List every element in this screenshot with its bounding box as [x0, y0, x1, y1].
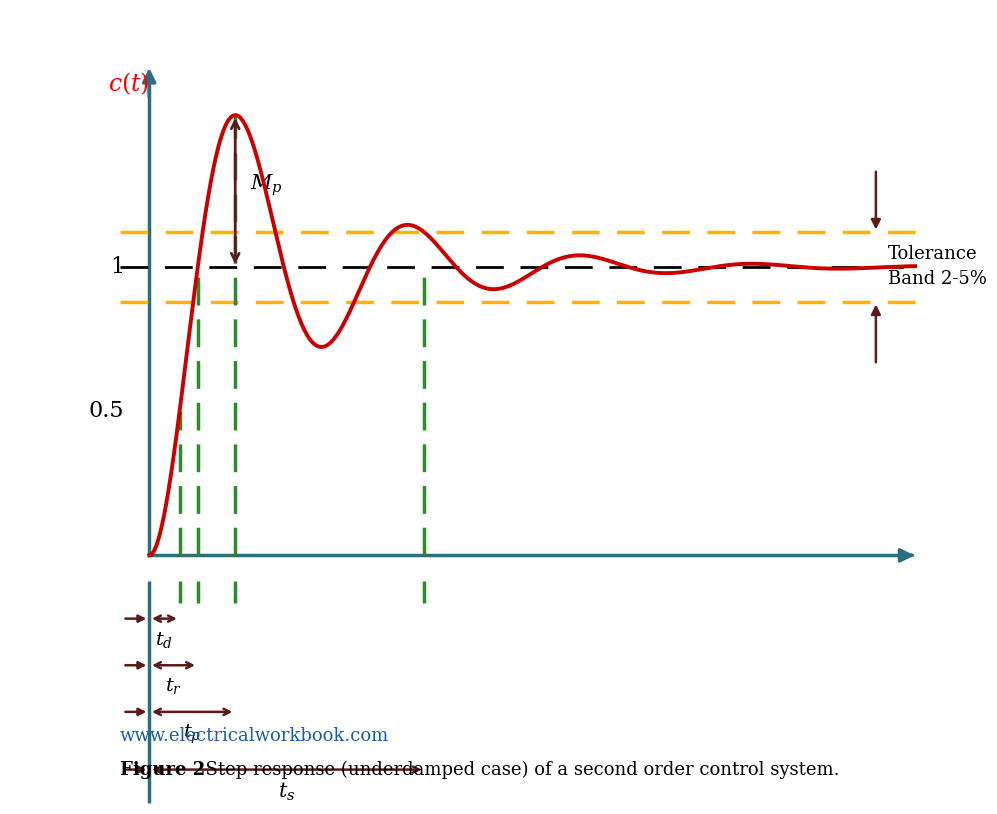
Text: www.electricalworkbook.com: www.electricalworkbook.com: [120, 727, 389, 745]
Text: $c(t)$: $c(t)$: [108, 71, 150, 98]
Text: Figure 2: Figure 2: [120, 761, 205, 779]
Text: $t_s$: $t_s$: [278, 781, 295, 803]
Text: $t_r$: $t_r$: [165, 676, 182, 696]
Text: $t_d$: $t_d$: [156, 630, 173, 650]
Text: $M_p$: $M_p$: [250, 173, 283, 198]
Text: 1: 1: [111, 256, 125, 278]
Text: 0.5: 0.5: [89, 400, 125, 422]
Text: Tolerance
Band 2-5%: Tolerance Band 2-5%: [887, 246, 987, 288]
Text: $t$: $t$: [899, 581, 912, 608]
Text: Step response (underdamped case) of a second order control system.: Step response (underdamped case) of a se…: [194, 761, 839, 779]
Text: $t_p$: $t_p$: [183, 723, 201, 746]
